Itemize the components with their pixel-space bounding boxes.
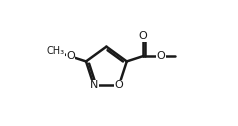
Text: O: O — [115, 80, 123, 90]
Text: O: O — [66, 51, 75, 61]
Text: O: O — [139, 31, 147, 41]
Text: CH₃: CH₃ — [46, 46, 64, 56]
Text: O: O — [156, 51, 165, 61]
Text: N: N — [90, 80, 98, 90]
